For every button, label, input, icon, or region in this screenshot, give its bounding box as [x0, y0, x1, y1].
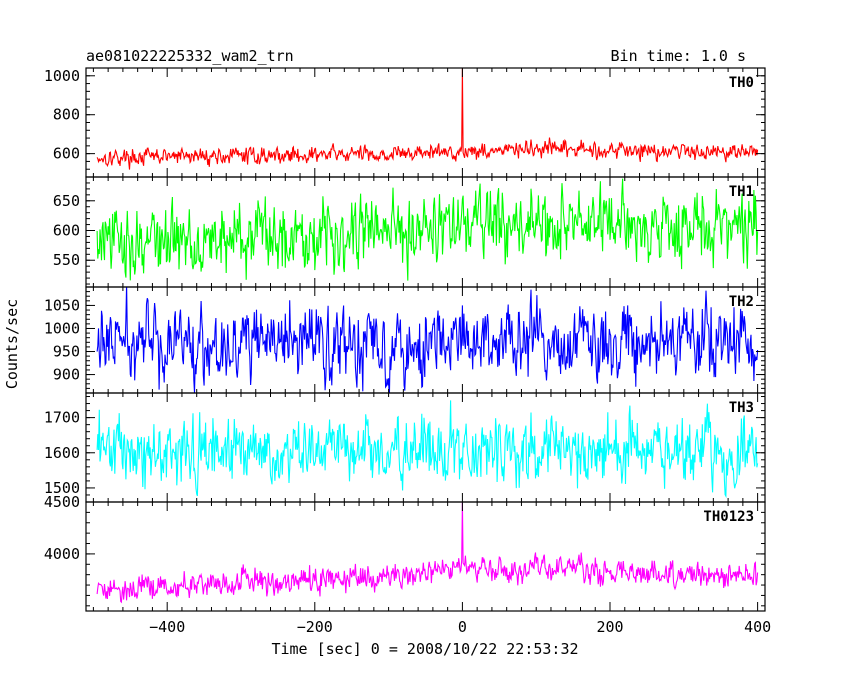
panel-th0123: 4000 4500 TH0123	[44, 493, 766, 612]
y-tick-label: 550	[53, 251, 80, 269]
panels-group: 600 800 1000 TH0 550 600 650 TH1 900 950 1000 1050 T…	[44, 67, 766, 612]
x-tick-label: 200	[596, 618, 623, 636]
y-tick-label: 800	[53, 106, 80, 124]
series-line-th0	[96, 68, 759, 170]
x-tick-label: 400	[744, 618, 771, 636]
panel-th2: 900 950 1000 1050 TH2	[44, 286, 766, 394]
bin-time-label: Bin time: 1.0 s	[611, 47, 746, 65]
panel-label-th2: TH2	[729, 294, 754, 310]
y-tick-label: 900	[53, 366, 80, 384]
x-tick-label: −200	[297, 618, 333, 636]
x-tick-label: 0	[458, 618, 467, 636]
panel-label-th3: TH3	[729, 400, 754, 416]
panel-frame-th0123	[85, 501, 766, 612]
x-tick-label: −400	[149, 618, 185, 636]
y-tick-label: 600	[53, 145, 80, 163]
panel-label-th1: TH1	[729, 184, 754, 200]
y-tick-label: 4500	[44, 493, 80, 511]
panel-frame-th0	[85, 67, 766, 178]
x-axis-title: Time [sec] 0 = 2008/10/22 22:53:32	[271, 640, 578, 658]
panel-label-th0123: TH0123	[703, 509, 754, 525]
panel-label-th0: TH0	[729, 75, 754, 91]
y-axis-title: Counts/sec	[3, 299, 21, 389]
y-tick-label: 1500	[44, 479, 80, 497]
series-line-th2	[96, 287, 759, 393]
y-tick-label: 950	[53, 343, 80, 361]
y-tick-label: 1050	[44, 296, 80, 314]
series-line-th3	[96, 400, 759, 499]
panel-th3: 1500 1600 1700 TH3	[44, 392, 766, 503]
panel-th0: 600 800 1000 TH0	[44, 67, 766, 178]
x-axis: −400 −200 0 200 400	[149, 618, 771, 636]
y-tick-label: 1700	[44, 409, 80, 427]
y-tick-label: 4000	[44, 545, 80, 563]
y-tick-label: 650	[53, 192, 80, 210]
observation-id-title: ae081022225332_wam2_trn	[86, 47, 294, 65]
series-line-th0123	[96, 502, 759, 604]
y-tick-label: 1000	[44, 319, 80, 337]
y-tick-label: 600	[53, 222, 80, 240]
y-tick-label: 1000	[44, 67, 80, 85]
panel-th1: 550 600 650 TH1	[53, 176, 766, 288]
series-line-th1	[96, 178, 759, 281]
y-tick-label: 1600	[44, 444, 80, 462]
